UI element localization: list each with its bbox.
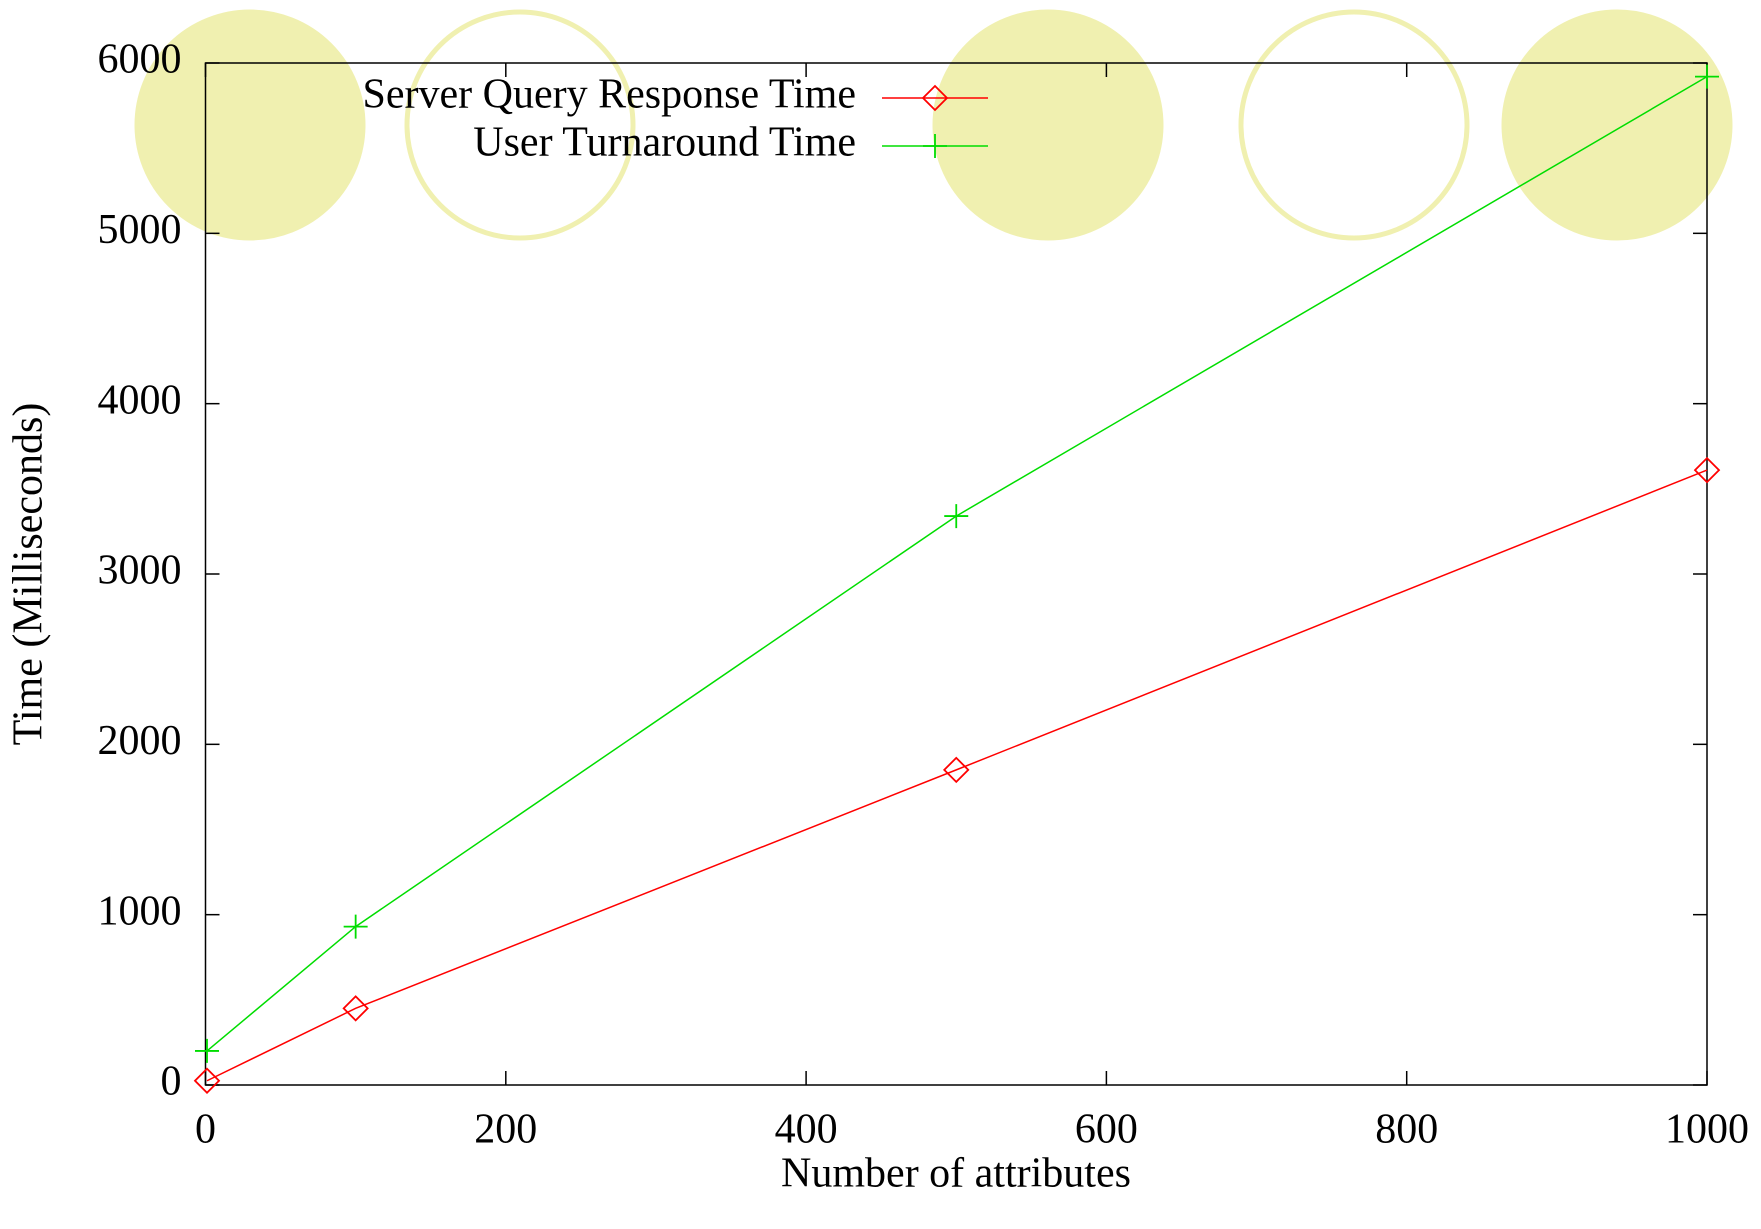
x-tick-label: 0 <box>195 1107 216 1153</box>
x-tick-label: 600 <box>1075 1107 1138 1153</box>
plus-marker <box>195 1039 219 1063</box>
decor-circle <box>1241 12 1467 238</box>
series-line <box>207 470 1707 1081</box>
y-tick-label: 4000 <box>98 377 182 423</box>
y-tick-label: 2000 <box>98 718 182 764</box>
y-tick-label: 1000 <box>98 888 182 934</box>
decor-circle <box>1504 12 1730 238</box>
legend-label: User Turnaround Time <box>473 120 856 166</box>
series-line <box>207 77 1707 1051</box>
y-tick-label: 6000 <box>98 37 182 83</box>
y-tick-label: 3000 <box>98 548 182 594</box>
x-tick-label: 400 <box>775 1107 838 1153</box>
y-tick-label: 5000 <box>98 207 182 253</box>
x-tick-label: 1000 <box>1665 1107 1749 1153</box>
legend-label: Server Query Response Time <box>363 72 856 118</box>
y-axis-label: Time (Milliseconds) <box>6 403 52 746</box>
decor-circle <box>935 12 1161 238</box>
chart: Number of attributes Time (Milliseconds)… <box>0 0 1761 1229</box>
y-tick-label: 0 <box>161 1059 182 1105</box>
decoration <box>137 12 1730 238</box>
x-tick-label: 800 <box>1375 1107 1438 1153</box>
x-axis-label: Number of attributes <box>781 1151 1131 1197</box>
plus-marker <box>344 915 368 939</box>
plus-marker <box>944 504 968 528</box>
x-tick-label: 200 <box>474 1107 537 1153</box>
plot-frame <box>206 63 1708 1085</box>
